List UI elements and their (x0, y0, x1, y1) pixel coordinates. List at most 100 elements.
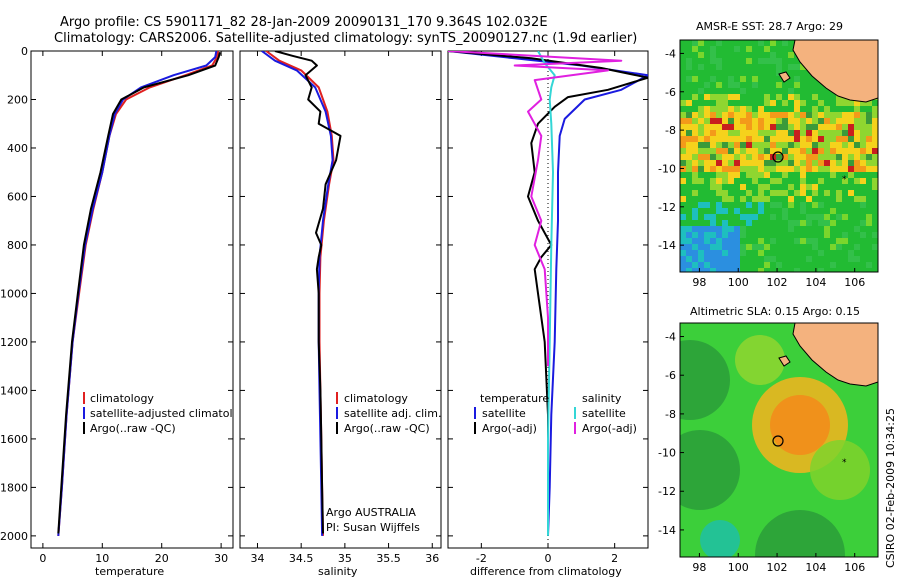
sst-pixel (818, 160, 824, 166)
sst-pixel (836, 142, 842, 148)
sst-pixel (722, 118, 728, 124)
sst-pixel (734, 46, 740, 52)
sst-pixel (710, 214, 716, 220)
sst-pixel (710, 154, 716, 160)
sst-pixel (764, 46, 770, 52)
sst-map-island (778, 71, 791, 83)
sst-pixel (866, 142, 872, 148)
sst-pixel (830, 220, 836, 226)
sst-pixel (722, 238, 728, 244)
sst-pixel (758, 154, 764, 160)
sla-map-island (778, 355, 791, 367)
x-tick-label: 34 (250, 552, 264, 565)
sst-pixel (746, 46, 752, 52)
sst-pixel (788, 202, 794, 208)
sst-pixel (728, 172, 734, 178)
sst-pixel (758, 190, 764, 196)
sst-pixel (794, 100, 800, 106)
sst-pixel (824, 130, 830, 136)
sst-pixel (830, 172, 836, 178)
sst-pixel (830, 262, 836, 268)
sst-pixel (788, 184, 794, 190)
sst-pixel (854, 244, 860, 250)
map-y-tick-label: -4 (665, 331, 676, 344)
sst-pixel (794, 190, 800, 196)
sst-pixel (872, 142, 878, 148)
sst-pixel (794, 238, 800, 244)
sst-pixel (782, 148, 788, 154)
series-line-argo-raw-qc- (57, 51, 221, 534)
sst-pixel (710, 148, 716, 154)
sst-pixel (734, 154, 740, 160)
series-line-salinity-argo-adj- (448, 51, 623, 367)
sst-pixel (692, 214, 698, 220)
sst-pixel (818, 136, 824, 142)
map-y-tick-label: -6 (665, 86, 676, 99)
sst-pixel (734, 244, 740, 250)
sst-pixel (752, 76, 758, 82)
difference-x-label: difference from climatology (470, 565, 622, 578)
sst-pixel (776, 118, 782, 124)
sst-pixel (734, 208, 740, 214)
sst-pixel (812, 202, 818, 208)
sst-pixel (728, 244, 734, 250)
sst-map-frame (679, 39, 879, 273)
sst-pixel (734, 118, 740, 124)
sst-pixel (728, 262, 734, 268)
sst-pixel (788, 160, 794, 166)
sst-pixel (794, 124, 800, 130)
legend-label-climatology: climatology (90, 392, 154, 405)
sla-map-title: Altimetric SLA: 0.15 Argo: 0.15 (690, 305, 860, 318)
sst-pixel (866, 136, 872, 142)
sst-pixel (716, 208, 722, 214)
sst-pixel (728, 106, 734, 112)
sst-pixel (716, 184, 722, 190)
sst-pixel (782, 124, 788, 130)
sst-pixel (836, 136, 842, 142)
sst-pixel (812, 112, 818, 118)
sst-pixel (824, 136, 830, 142)
sst-pixel (788, 142, 794, 148)
sst-pixel (776, 70, 782, 76)
salinity-x-label: salinity (318, 565, 358, 578)
legend-temperature-title: temperature (480, 392, 549, 405)
sst-pixel (794, 130, 800, 136)
sst-pixel (716, 130, 722, 136)
sst-pixel (746, 118, 752, 124)
sst-pixel (872, 148, 878, 154)
sst-pixel (830, 136, 836, 142)
sst-pixel (800, 178, 806, 184)
sst-pixel (866, 124, 872, 130)
sst-pixel (854, 178, 860, 184)
sst-pixel (812, 244, 818, 250)
sst-pixel (758, 130, 764, 136)
sst-pixel (746, 130, 752, 136)
sst-pixel (692, 232, 698, 238)
sst-pixel (788, 118, 794, 124)
sst-pixel (734, 94, 740, 100)
sst-pixel (752, 154, 758, 160)
sst-pixel (686, 250, 692, 256)
sst-pixel (728, 82, 734, 88)
sst-pixel (812, 238, 818, 244)
sst-pixel (752, 172, 758, 178)
sst-pixel (860, 232, 866, 238)
sst-pixel (860, 130, 866, 136)
sla-map-frame (679, 322, 879, 558)
sst-pixel (740, 124, 746, 130)
sst-pixel (716, 136, 722, 142)
temperature-plot-frame (30, 50, 234, 549)
sst-pixel (686, 124, 692, 130)
sst-pixel (692, 154, 698, 160)
sst-pixel (788, 52, 794, 58)
sst-pixel (764, 148, 770, 154)
sst-pixel (776, 82, 782, 88)
sst-pixel (728, 76, 734, 82)
sst-pixel (722, 112, 728, 118)
sst-pixel (818, 202, 824, 208)
sst-pixel (770, 148, 776, 154)
sst-pixel (710, 46, 716, 52)
sst-pixel (686, 100, 692, 106)
sst-pixel (764, 112, 770, 118)
sst-pixel (692, 190, 698, 196)
